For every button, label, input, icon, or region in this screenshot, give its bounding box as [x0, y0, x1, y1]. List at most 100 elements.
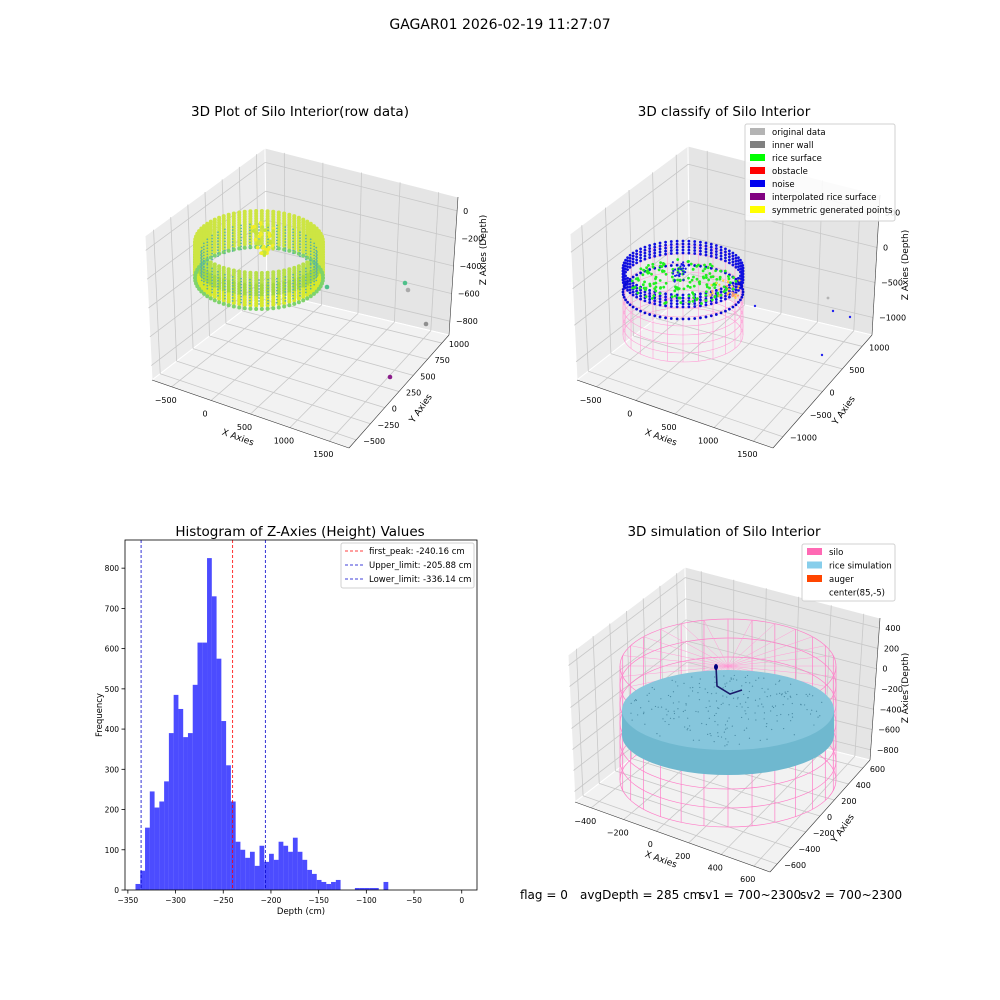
raw-inner-point — [305, 237, 307, 240]
hist-bar — [311, 873, 317, 890]
raw-inner-point — [267, 287, 269, 290]
raw-inner-point — [284, 294, 287, 296]
hist-bar — [168, 733, 174, 890]
raw-wall-point — [237, 243, 242, 248]
raw-inner-point — [200, 275, 202, 277]
raw-wall-point — [231, 301, 236, 306]
raw-inner-point — [217, 237, 219, 240]
raw-inner-point — [249, 235, 251, 238]
raw-inner-point — [224, 273, 226, 276]
raw-inner-point — [299, 273, 301, 276]
raw-wall-point — [296, 248, 301, 253]
raw-inner-point — [206, 238, 209, 241]
raw-inner-point — [309, 269, 312, 272]
raw-inner-point — [292, 234, 294, 237]
hist-bar — [230, 801, 236, 890]
raw-bottom-point — [276, 305, 281, 310]
raw-inner-point — [276, 295, 278, 298]
raw-wall-point — [208, 292, 213, 297]
raw-inner-point — [217, 288, 219, 291]
raw-inner-point — [258, 285, 260, 287]
raw-bottom-point — [221, 301, 226, 306]
raw-grid-y — [160, 373, 357, 441]
raw-bottom-point — [242, 245, 247, 250]
raw-grid-z — [265, 162, 458, 212]
raw-inner-point — [240, 248, 242, 251]
raw-inner-point — [249, 278, 251, 281]
hist-bar — [307, 869, 312, 890]
raw-bottom-point — [248, 306, 253, 311]
raw-inner-point — [299, 234, 301, 237]
raw-inner-point — [249, 296, 251, 299]
raw-bottom-point — [282, 304, 287, 309]
raw-inner-point — [267, 302, 269, 305]
sv1-text: sv1 = 700~2300 — [699, 888, 802, 902]
raw-inner-point — [217, 246, 219, 249]
hist-bar — [159, 801, 165, 890]
hist-legend-label: Upper_limit: -205.88 cm — [369, 561, 472, 571]
raw-inner-point — [313, 263, 316, 266]
raw-inner-point — [309, 287, 312, 290]
raw-inner-point — [292, 291, 294, 294]
raw-wall-point — [296, 296, 301, 301]
raw-inner-point — [313, 245, 316, 248]
raw-inner-point — [224, 231, 226, 234]
hist-bar — [383, 881, 389, 890]
raw-inner-point — [299, 276, 301, 279]
raw-inner-point — [202, 242, 205, 245]
raw-z-tick: −600 — [458, 290, 480, 299]
raw-inner-point — [231, 276, 234, 278]
raw-inner-point — [276, 280, 278, 283]
hist-bar — [335, 879, 341, 890]
raw-bottom-point — [301, 253, 306, 258]
raw-inner-point — [249, 226, 251, 229]
raw-inner-point — [284, 232, 287, 234]
raw-inner-point — [202, 245, 205, 248]
raw-bottom-point — [271, 306, 276, 311]
hist-y-tick-label: 200 — [105, 806, 120, 815]
raw-wall-point — [217, 248, 222, 253]
hist-bar — [226, 765, 231, 890]
raw-inner-point — [309, 253, 312, 256]
raw-inner-point — [217, 270, 219, 273]
raw-inner-point — [299, 285, 301, 288]
hist-bar — [154, 807, 160, 890]
raw-inner-point — [316, 263, 318, 265]
raw-inner-point — [200, 269, 202, 271]
raw-inner-point — [240, 283, 242, 286]
raw-inner-point — [200, 263, 202, 265]
raw-inner-point — [202, 254, 205, 257]
hist-x-tick-label: −50 — [406, 896, 422, 905]
raw-inner-point — [309, 262, 312, 265]
hist-bar — [145, 827, 150, 890]
avg-depth-text: avgDepth = 285 cm — [580, 888, 702, 902]
hist-y-tick-label: 600 — [105, 645, 120, 654]
raw-inner-point — [224, 297, 226, 300]
raw-inner-point — [313, 280, 316, 283]
raw-inner-point — [231, 285, 234, 287]
raw-inner-point — [217, 243, 219, 246]
raw-inner-point — [224, 234, 226, 237]
hist-legend-label: Lower_limit: -336.14 cm — [369, 575, 471, 585]
raw-inner-point — [284, 229, 287, 231]
raw-inner-point — [240, 230, 242, 233]
raw-inner-point — [284, 238, 287, 240]
hist-bar — [273, 859, 279, 890]
hist-bar — [316, 879, 322, 890]
raw-bottom-point — [287, 248, 292, 253]
raw-inner-point — [211, 267, 213, 270]
raw-inner-point — [249, 238, 251, 241]
raw-inner-point — [292, 252, 294, 255]
raw-inner-point — [240, 289, 242, 292]
hist-bar — [216, 658, 222, 890]
raw-grid-y — [225, 323, 414, 376]
raw-inner-point — [231, 294, 234, 296]
raw-inner-point — [249, 232, 251, 235]
raw-inner-point — [200, 264, 203, 267]
raw-x-tick: −500 — [155, 396, 177, 405]
raw-inner-point — [200, 249, 203, 252]
raw-inner-point — [267, 278, 269, 281]
raw-inner-point — [316, 251, 318, 253]
raw-bottom-point — [199, 289, 204, 294]
raw-inner-point — [316, 266, 318, 268]
